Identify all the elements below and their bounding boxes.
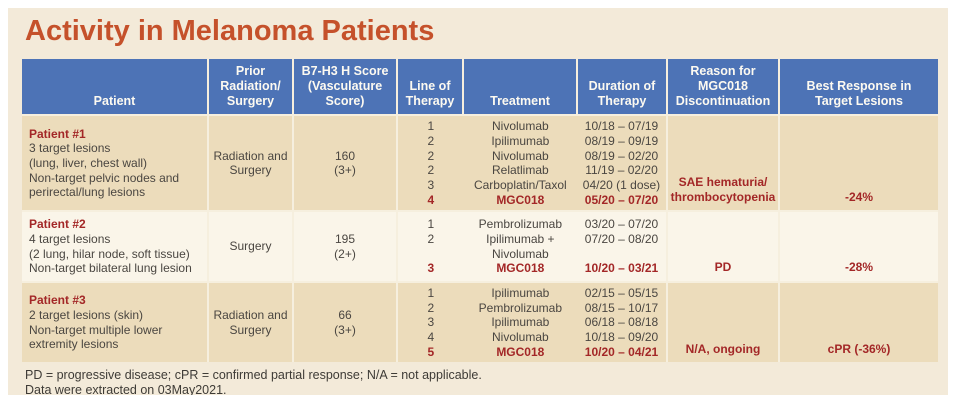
page-title: Activity in Melanoma Patients [25, 15, 435, 47]
therapy-duration: 08/19 – 02/20 [584, 148, 659, 163]
footnote: PD = progressive disease; cPR = confirme… [25, 368, 948, 395]
table-row: Patient #1 3 target lesions (lung, liver… [21, 114, 939, 213]
therapy-treatment: Carboplatin/Taxol [473, 178, 567, 193]
therapy-duration: 04/20 (1 dose) [582, 178, 661, 193]
footnote-extraction-date: Data were extracted on 03May2021. [25, 382, 227, 395]
therapy-line-number: 4 [427, 330, 435, 345]
therapy-treatment: Ipilimumab [491, 285, 550, 300]
therapy-treatment: Nivolumab [491, 119, 549, 134]
therapy-line-number: 1 [427, 285, 435, 300]
therapy-line-number: 2 [427, 300, 435, 315]
therapy-line-number: 2 [427, 232, 435, 247]
therapy-line-number: 2 [427, 163, 435, 178]
therapy-treatment: Ipilimumab [491, 133, 550, 148]
therapy-duration: 07/20 – 08/20 [584, 232, 659, 247]
therapy-duration: 10/20 – 03/21 [584, 261, 659, 276]
therapy-duration: 10/18 – 07/19 [584, 119, 659, 134]
therapy-grid: 1 Pembrolizumab 03/20 – 07/20 2 Ipilimum… [398, 217, 666, 276]
table-body: Patient #1 3 target lesions (lung, liver… [21, 114, 939, 364]
therapy-treatment: Ipilimumab + Nivolumab [486, 232, 555, 261]
therapy-line-number: 2 [427, 148, 435, 163]
best-response-cell: -28% [778, 210, 939, 283]
therapy-duration: 10/20 – 04/21 [584, 344, 659, 359]
header-prior-radiation-surgery: Prior Radiation/ Surgery [207, 57, 294, 117]
therapy-duration: 08/19 – 09/19 [584, 133, 659, 148]
patient-name: Patient #1 [29, 126, 86, 141]
prior-radiation-surgery-cell: Radiation and Surgery [207, 114, 294, 213]
patient-details: 4 target lesions (2 lung, hilar node, so… [29, 232, 192, 276]
header-discontinuation-reason: Reason for MGC018 Discontinuation [666, 57, 780, 117]
therapy-line-number: 3 [427, 178, 435, 193]
therapy-history-cell: 1 Pembrolizumab 03/20 – 07/20 2 Ipilimum… [396, 210, 668, 283]
prior-radiation-surgery-cell: Radiation and Surgery [207, 280, 294, 364]
patient-name: Patient #2 [29, 217, 86, 232]
therapy-duration: 05/20 – 07/20 [584, 192, 659, 207]
therapy-treatment: MGC018 [496, 344, 545, 359]
table-row: Patient #3 2 target lesions (skin) Non-t… [21, 280, 939, 364]
therapy-grid: 1 Nivolumab 10/18 – 07/19 2 Ipilimumab 0… [398, 119, 666, 207]
table-header: Patient Prior Radiation/ Surgery B7-H3 H… [21, 57, 939, 117]
therapy-treatment: Ipilimumab [491, 315, 550, 330]
therapy-treatment: Nivolumab [491, 148, 549, 163]
discontinuation-reason-cell: N/A, ongoing [666, 280, 780, 364]
patient-details: 2 target lesions (skin) Non-target multi… [29, 308, 163, 352]
melanoma-patients-table: Patient Prior Radiation/ Surgery B7-H3 H… [21, 57, 939, 364]
patient-cell: Patient #3 2 target lesions (skin) Non-t… [21, 280, 209, 364]
therapy-history-cell: 1 Ipilimumab 02/15 – 05/15 2 Pembrolizum… [396, 280, 668, 364]
discontinuation-reason-cell: SAE hematuria/ thrombocytopenia [666, 114, 780, 213]
best-response-cell: -24% [778, 114, 939, 213]
prior-radiation-surgery-cell: Surgery [207, 210, 294, 283]
therapy-duration: 03/20 – 07/20 [584, 217, 659, 232]
therapy-treatment: MGC018 [496, 261, 545, 276]
therapy-duration: 11/19 – 02/20 [585, 163, 658, 178]
therapy-duration: 02/15 – 05/15 [584, 285, 659, 300]
therapy-duration: 10/18 – 09/20 [584, 330, 659, 345]
slide-frame: Activity in Melanoma Patients Patient Pr… [8, 8, 948, 395]
therapy-line-number: 1 [427, 119, 435, 134]
header-best-response: Best Response in Target Lesions [778, 57, 939, 117]
therapy-line-number: 3 [427, 315, 435, 330]
best-response-cell: cPR (-36%) [778, 280, 939, 364]
therapy-line-number: 5 [427, 344, 435, 359]
patient-details: 3 target lesions (lung, liver, chest wal… [29, 141, 180, 200]
therapy-duration: 06/18 – 08/18 [584, 315, 659, 330]
header-line-of-therapy: Line of Therapy [396, 57, 464, 117]
therapy-line-number: 2 [427, 133, 435, 148]
therapy-grid: 1 Ipilimumab 02/15 – 05/15 2 Pembrolizum… [398, 286, 666, 360]
b7h3-score-cell: 195 (2+) [292, 210, 398, 283]
header-b7h3-score: B7-H3 H Score (Vasculature Score) [292, 57, 398, 117]
therapy-treatment: Relatlimab [491, 163, 549, 178]
b7h3-score-cell: 66 (3+) [292, 280, 398, 364]
therapy-line-number: 3 [427, 261, 435, 276]
therapy-line-number: 1 [427, 217, 435, 232]
therapy-history-cell: 1 Nivolumab 10/18 – 07/19 2 Ipilimumab 0… [396, 114, 668, 213]
therapy-line-number: 4 [427, 192, 435, 207]
patient-cell: Patient #2 4 target lesions (2 lung, hil… [21, 210, 209, 283]
therapy-treatment: Nivolumab [491, 330, 549, 345]
therapy-treatment: MGC018 [496, 192, 545, 207]
patient-cell: Patient #1 3 target lesions (lung, liver… [21, 114, 209, 213]
patient-name: Patient #3 [29, 293, 86, 308]
header-patient: Patient [21, 57, 209, 117]
therapy-duration: 08/15 – 10/17 [584, 300, 659, 315]
footnote-abbreviations: PD = progressive disease; cPR = confirme… [25, 368, 482, 383]
discontinuation-reason-cell: PD [666, 210, 780, 283]
therapy-treatment: Pembrolizumab [478, 217, 563, 232]
b7h3-score-cell: 160 (3+) [292, 114, 398, 213]
header-duration-of-therapy: Duration of Therapy [576, 57, 668, 117]
table-row: Patient #2 4 target lesions (2 lung, hil… [21, 210, 939, 283]
therapy-treatment: Pembrolizumab [478, 300, 563, 315]
header-treatment: Treatment [462, 57, 578, 117]
